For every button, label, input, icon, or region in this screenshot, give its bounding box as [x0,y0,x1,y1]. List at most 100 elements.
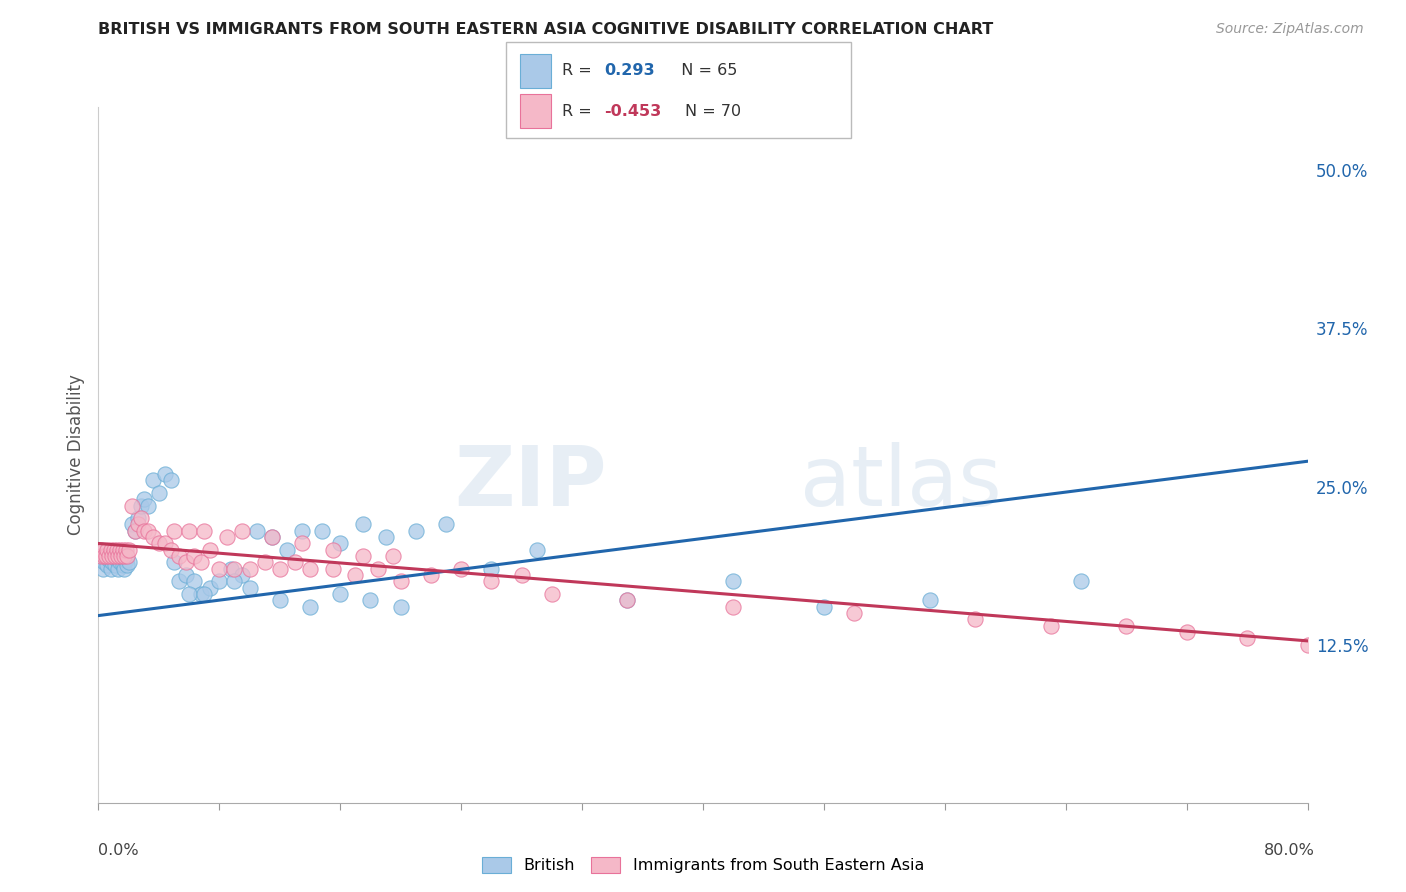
Point [329,536,352,550]
Point [112,562,135,576]
Point [136,499,159,513]
Point [352,517,374,532]
Point [405,524,427,538]
Point [253,556,276,570]
Point [98,553,121,567]
Point [224,562,246,576]
Point [167,574,190,589]
Text: -0.453: -0.453 [605,103,662,119]
Point [104,558,127,572]
Point [93,549,115,563]
Point [269,593,291,607]
Point [193,587,215,601]
Text: N = 70: N = 70 [685,103,741,119]
Point [352,549,374,563]
Point [208,562,231,576]
Point [163,556,186,570]
Point [105,542,128,557]
Point [231,568,253,582]
Text: ZIP: ZIP [454,442,606,524]
Point [124,524,146,538]
Point [104,549,127,563]
Point [96,558,118,572]
Point [153,467,176,481]
Point [91,542,114,557]
Point [142,473,165,487]
Point [1236,632,1258,646]
Point [322,562,344,576]
Point [174,556,197,570]
Point [110,549,132,563]
Point [114,553,136,567]
Point [190,587,212,601]
Point [142,530,165,544]
Point [107,562,129,576]
Point [200,581,222,595]
Point [179,587,201,601]
Point [101,556,124,570]
Point [262,530,284,544]
Point [276,542,298,557]
Point [98,549,121,563]
Point [360,593,382,607]
Point [344,568,367,582]
Point [160,473,183,487]
Point [90,549,112,563]
Point [153,536,176,550]
Point [89,549,111,563]
Point [190,556,212,570]
Point [129,511,152,525]
Point [813,599,835,614]
Point [107,549,129,563]
Point [299,562,322,576]
Y-axis label: Cognitive Disability: Cognitive Disability [66,375,84,535]
Point [90,542,112,557]
Point [118,556,141,570]
Point [389,574,412,589]
Point [163,524,186,538]
Point [89,542,111,557]
Point [291,536,314,550]
Point [103,542,125,557]
Point [121,499,143,513]
Point [112,549,135,563]
Point [115,549,138,563]
Point [96,542,118,557]
Point [481,574,503,589]
Point [221,562,243,576]
Point [918,593,941,607]
Point [129,499,152,513]
Text: atlas: atlas [800,442,1001,524]
Point [115,558,138,572]
Point [965,612,987,626]
Point [616,593,638,607]
Point [108,542,131,557]
Point [723,574,745,589]
Point [160,542,183,557]
Point [420,568,443,582]
Point [108,556,131,570]
Point [1115,618,1137,632]
Point [215,530,238,544]
Text: R =: R = [562,63,598,78]
Text: 80.0%: 80.0% [1264,843,1315,858]
Point [1175,625,1198,640]
Point [127,511,149,525]
Point [93,556,115,570]
Text: 0.0%: 0.0% [98,843,139,858]
Point [208,574,231,589]
Point [105,553,128,567]
Point [616,593,638,607]
Point [450,562,472,576]
Point [1296,638,1319,652]
Point [103,549,125,563]
Point [132,492,155,507]
Point [322,542,344,557]
Point [118,542,141,557]
Point [124,524,146,538]
Point [299,599,322,614]
Point [167,549,190,563]
Point [101,549,124,563]
Point [94,549,117,563]
Point [374,530,396,544]
